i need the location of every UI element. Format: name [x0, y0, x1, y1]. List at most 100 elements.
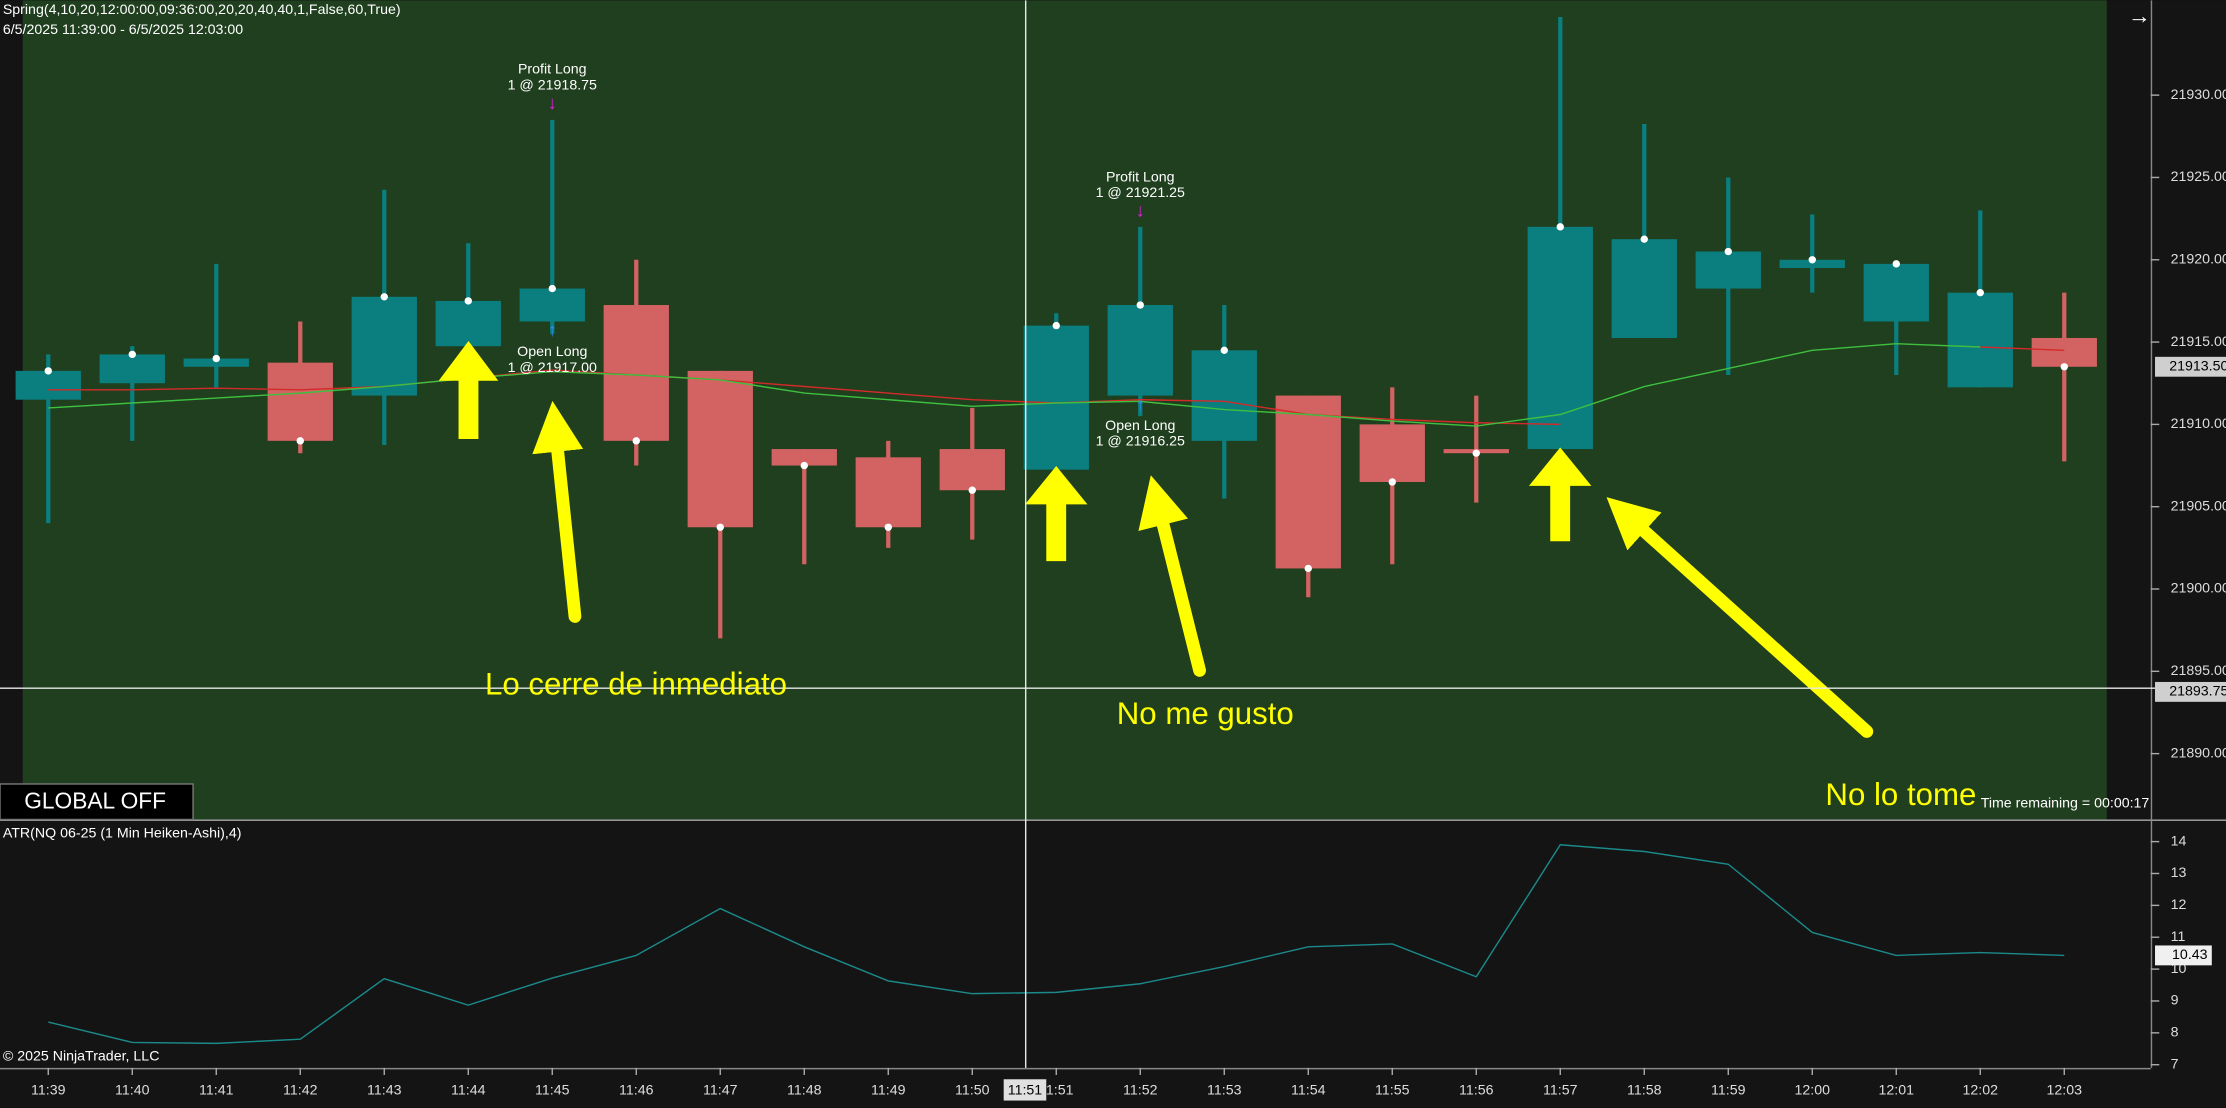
- diagonal-arrow: [1138, 475, 1206, 677]
- up-arrow: [1528, 447, 1592, 542]
- trade-arrow: ↑: [1136, 394, 1145, 415]
- close-dot: [548, 284, 556, 293]
- atr-last-label: 10.43: [2172, 947, 2208, 963]
- candle-body: [267, 362, 333, 441]
- status-text: GLOBAL OFF: [24, 787, 166, 813]
- atr-last-box: [2155, 945, 2212, 966]
- annotation-text: No me gusto: [1117, 696, 1294, 731]
- trade-detail: 1 @ 21918.75: [508, 77, 597, 93]
- annotation-text: Lo cerre de inmediato: [485, 666, 787, 701]
- close-dot: [1304, 564, 1312, 573]
- close-dot: [1556, 223, 1564, 231]
- candle-body: [1191, 350, 1257, 441]
- x-tick-label: 11:55: [1375, 1082, 1410, 1098]
- candle-body: [1023, 325, 1089, 470]
- candle-body: [99, 354, 165, 384]
- y-tick-label: 8: [2171, 1025, 2179, 1041]
- x-tick-label: 11:59: [1711, 1082, 1746, 1098]
- y-tick-label: 21900.00: [2171, 581, 2226, 597]
- x-tick-label: 11:57: [1543, 1082, 1578, 1098]
- x-tick-label: 11:48: [787, 1082, 822, 1098]
- atr-pane: [0, 820, 2151, 1068]
- time-remaining: Time remaining = 00:00:17: [1981, 796, 2150, 812]
- y-tick-label: 21895.00: [2171, 663, 2226, 679]
- trade-arrow: ↓: [548, 92, 557, 113]
- candle-body: [1107, 305, 1173, 396]
- y-tick-label: 21920.00: [2171, 252, 2226, 268]
- status-box: [0, 783, 194, 821]
- y-tick-label: 13: [2171, 865, 2187, 881]
- x-tick-label: 12:00: [1795, 1082, 1831, 1098]
- y-tick-label: 9: [2171, 993, 2179, 1009]
- x-tick-label: 11:46: [619, 1082, 654, 1098]
- x-tick-label: 11:52: [1123, 1082, 1158, 1098]
- candle-body: [939, 449, 1005, 491]
- x-tick-label: 12:03: [2047, 1082, 2083, 1098]
- candle-body: [1527, 226, 1593, 450]
- x-tick-label: 11:40: [115, 1082, 150, 1098]
- candle-body: [351, 296, 417, 396]
- x-tick-label: 11:43: [367, 1082, 402, 1098]
- y-tick-label: 7: [2171, 1056, 2179, 1072]
- y-tick-label: 21925.00: [2171, 169, 2226, 185]
- candle-body: [1275, 395, 1341, 569]
- annotation-arrows: [438, 341, 1874, 738]
- trade-arrow: ↓: [1136, 200, 1145, 221]
- close-dot: [1808, 256, 1816, 264]
- trade-label: Open Long: [1105, 418, 1175, 434]
- x-tick-label: 12:01: [1879, 1082, 1915, 1098]
- x-tick-label: 11:51: [1039, 1082, 1074, 1098]
- y-tick-label: 11: [2171, 929, 2186, 945]
- candle-body: [2031, 337, 2097, 367]
- y-tick-label: 21905.00: [2171, 498, 2226, 514]
- diagonal-arrow: [1606, 497, 1874, 738]
- candle-body: [519, 288, 585, 322]
- nav-arrow[interactable]: →: [2128, 2, 2151, 28]
- date-range: 6/5/2025 11:39:00 - 6/5/2025 12:03:00: [3, 22, 243, 38]
- trade-label: Profit Long: [1106, 170, 1175, 186]
- x-tick-label: 11:58: [1627, 1082, 1662, 1098]
- close-dot: [1220, 346, 1228, 354]
- close-dot: [1724, 247, 1732, 256]
- close-dot: [128, 350, 136, 359]
- x-tick-label: 11:54: [1291, 1082, 1326, 1098]
- crosshair-price-label-box: [2155, 681, 2226, 702]
- candle-body: [1779, 259, 1845, 268]
- x-tick-label: 11:50: [955, 1082, 990, 1098]
- trade-label: Profit Long: [518, 62, 587, 78]
- x-tick-label: 11:42: [283, 1082, 318, 1098]
- x-tick-label: 11:49: [871, 1082, 906, 1098]
- y-tick-label: 21890.00: [2171, 745, 2226, 761]
- x-tick-label: 11:53: [1207, 1082, 1242, 1098]
- x-tick-label: 12:02: [1963, 1082, 1999, 1098]
- y-tick-label: 21930.00: [2171, 87, 2226, 103]
- candle-body: [1695, 251, 1761, 289]
- y-tick-label: 21915.00: [2171, 334, 2226, 350]
- x-tick-label: 11:44: [451, 1082, 486, 1098]
- candle-body: [855, 457, 921, 528]
- candle-body: [1359, 424, 1425, 482]
- up-arrow: [438, 341, 499, 440]
- close-dot: [800, 461, 808, 470]
- x-tick-label: 11:45: [535, 1082, 570, 1098]
- close-dot: [632, 437, 640, 445]
- close-dot: [1640, 235, 1648, 243]
- candle-body: [687, 370, 753, 528]
- atr-line: [48, 844, 2065, 1045]
- x-tick-label: 11:56: [1459, 1082, 1494, 1098]
- x-tick-label: 11:47: [703, 1082, 738, 1098]
- close-dot: [1472, 449, 1480, 457]
- close-dot: [1052, 321, 1060, 330]
- indicator-header: Spring(4,10,20,12:00:00,09:36:00,20,20,4…: [3, 2, 401, 18]
- y-tick-label: 14: [2171, 833, 2187, 849]
- close-dot: [464, 297, 472, 305]
- x-tick-label: 11:41: [199, 1082, 234, 1098]
- moving-average: [48, 343, 1981, 427]
- crosshair-price-label: 21893.75: [2169, 684, 2226, 700]
- copyright: © 2025 NinjaTrader, LLC: [3, 1048, 160, 1064]
- candle-body: [183, 358, 249, 367]
- trade-label: Open Long: [517, 344, 587, 360]
- candle-body: [771, 449, 837, 466]
- trade-arrow: ↑: [548, 319, 557, 340]
